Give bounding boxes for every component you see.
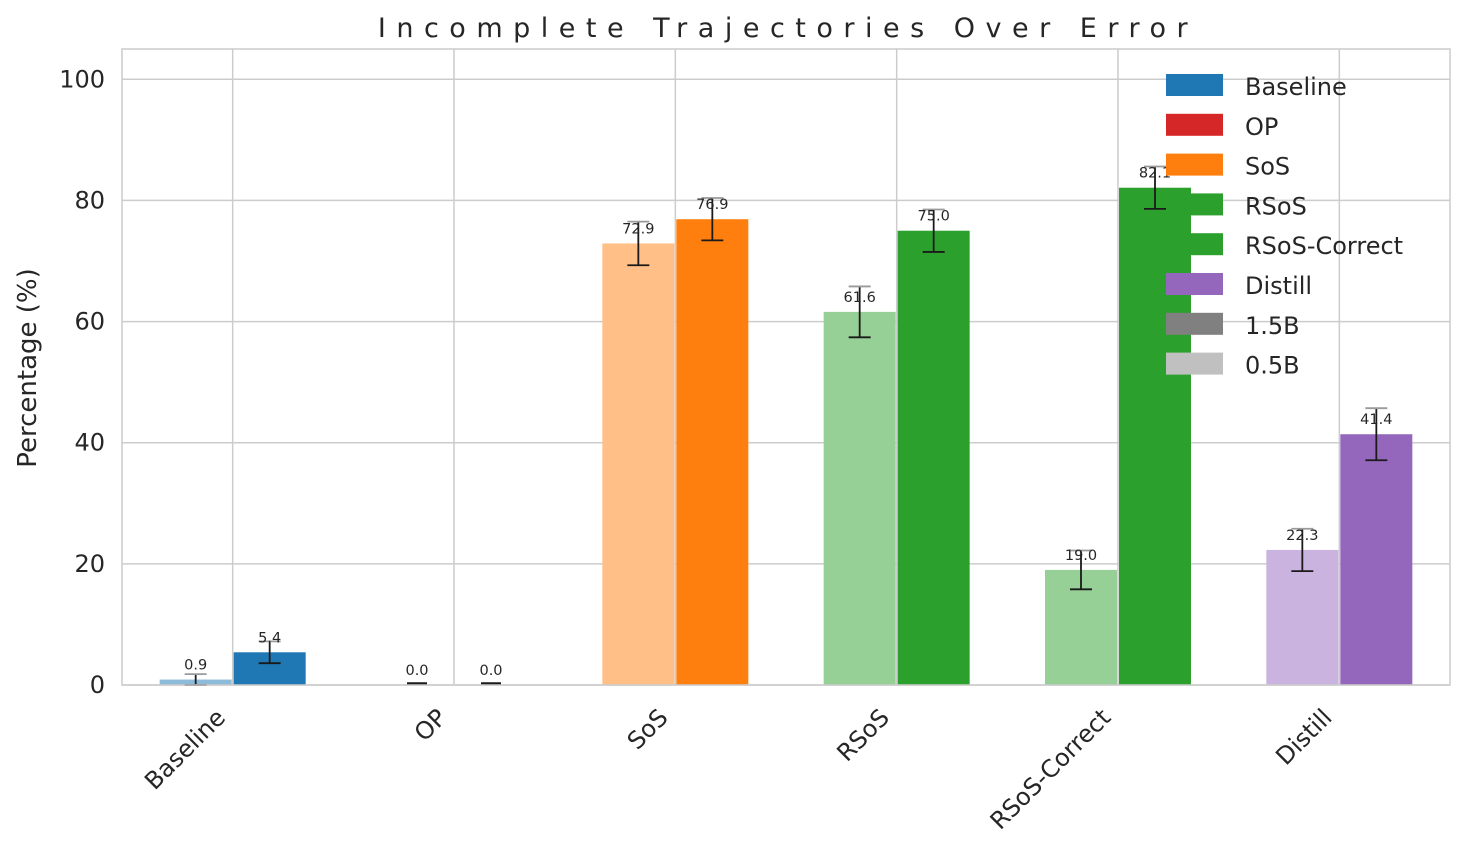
legend-patch-7 xyxy=(1166,352,1223,375)
bar-1.5B-3 xyxy=(897,230,970,685)
legend-patch-1 xyxy=(1166,113,1223,136)
data-label-0.5B-5: 22.3 xyxy=(1286,528,1318,544)
legend-label-4: RSoS-Correct xyxy=(1245,232,1403,260)
y-tick-label-60: 60 xyxy=(74,308,105,336)
legend-patch-6 xyxy=(1166,312,1223,335)
legend-label-7: 0.5B xyxy=(1245,352,1300,380)
data-label-1.5B-0: 5.4 xyxy=(258,630,281,646)
legend-label-3: RSoS xyxy=(1245,192,1307,220)
legend-label-2: SoS xyxy=(1245,153,1290,181)
data-label-0.5B-3: 61.6 xyxy=(844,290,876,306)
legend-patch-2 xyxy=(1166,153,1223,176)
data-label-0.5B-0: 0.9 xyxy=(184,658,207,674)
data-label-1.5B-5: 41.4 xyxy=(1360,412,1392,428)
legend-patch-4 xyxy=(1166,233,1223,256)
bar-1.5B-2 xyxy=(676,219,749,685)
legend-label-6: 1.5B xyxy=(1245,312,1300,340)
bar-0.5B-5 xyxy=(1266,549,1339,685)
data-label-1.5B-3: 75.0 xyxy=(918,209,950,225)
y-axis-ticks: 0 20 40 60 80 100 xyxy=(59,65,105,699)
y-tick-label-80: 80 xyxy=(74,186,105,214)
data-label-0.5B-4: 19.0 xyxy=(1065,548,1097,564)
bar-1.5B-5 xyxy=(1340,434,1413,685)
chart-title: Incomplete Trajectories Over Error xyxy=(378,13,1198,44)
data-label-0.5B-1: 0.0 xyxy=(405,663,428,679)
data-labels: 0.9 5.4 0.0 0.0 72.9 76.9 61.6 75.0 19.0 82.1 22.3… xyxy=(184,166,1392,679)
bar-1.5B-4 xyxy=(1119,187,1191,686)
y-axis-label: Percentage (%) xyxy=(13,268,43,468)
legend-patch-3 xyxy=(1166,193,1223,216)
plot-frame xyxy=(121,48,1451,686)
legend-label-1: OP xyxy=(1245,113,1278,141)
y-tick-label-40: 40 xyxy=(74,429,105,457)
error-bars xyxy=(184,165,1388,686)
legend: Baseline OP SoS RSoS RSoS-Correct Distill 1.5B… xyxy=(1166,73,1403,380)
legend-label-0: Baseline xyxy=(1245,73,1347,101)
y-tick-label-0: 0 xyxy=(90,671,105,699)
data-label-0.5B-2: 72.9 xyxy=(622,221,654,237)
y-tick-label-20: 20 xyxy=(74,550,105,578)
data-label-1.5B-4: 82.1 xyxy=(1139,166,1171,182)
legend-patch-5 xyxy=(1166,273,1223,295)
bars xyxy=(159,187,1413,686)
bar-0.5B-3 xyxy=(823,311,896,685)
data-label-1.5B-1: 0.0 xyxy=(479,663,502,679)
bar-0.5B-2 xyxy=(602,243,675,686)
legend-patch-0 xyxy=(1166,74,1223,96)
legend-label-5: Distill xyxy=(1245,272,1312,300)
grid xyxy=(122,49,1450,686)
y-tick-label-100: 100 xyxy=(59,65,105,93)
data-label-1.5B-2: 76.9 xyxy=(696,197,728,213)
